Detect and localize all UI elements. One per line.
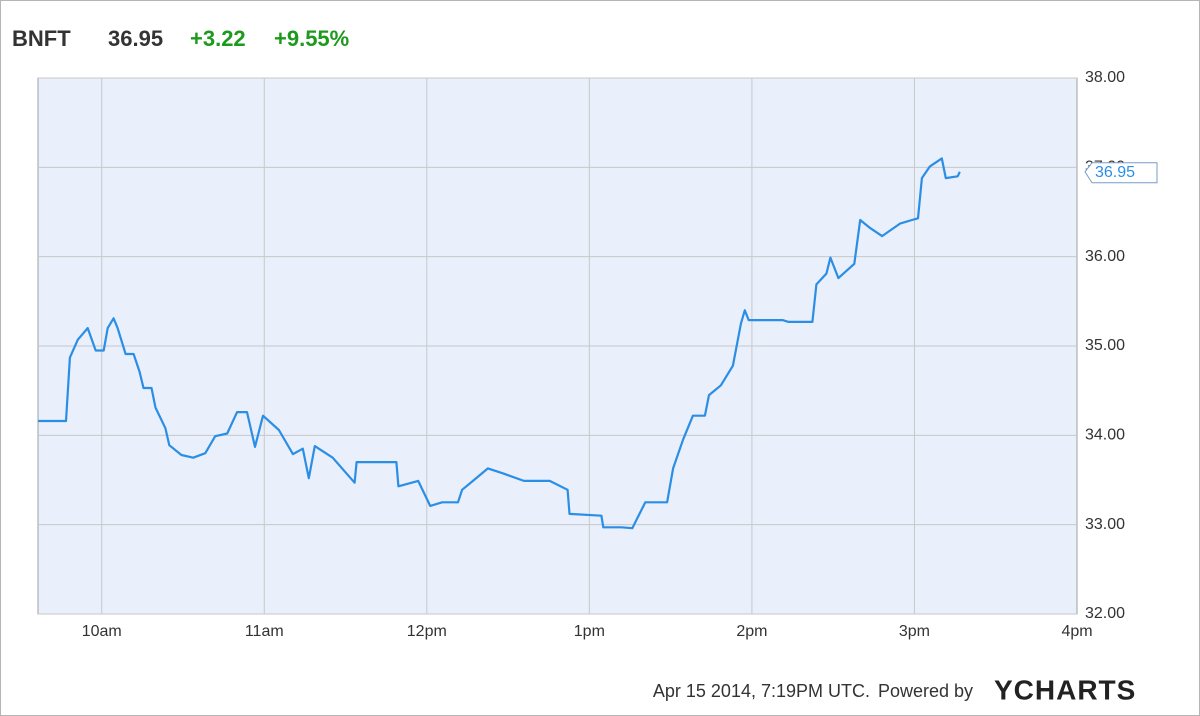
y-tick-label: 38.00 xyxy=(1085,69,1125,86)
y-tick-label: 32.00 xyxy=(1085,605,1125,622)
ticker: BNFT xyxy=(12,26,71,51)
price: 36.95 xyxy=(108,26,163,51)
y-tick-label: 36.00 xyxy=(1085,248,1125,265)
x-tick-label: 4pm xyxy=(1061,623,1092,640)
brand-logo: YCHARTS xyxy=(994,674,1136,705)
x-tick-label: 2pm xyxy=(736,623,767,640)
x-tick-label: 1pm xyxy=(574,623,605,640)
y-tick-label: 34.00 xyxy=(1085,427,1125,444)
change-percent: +9.55% xyxy=(274,26,349,51)
x-tick-label: 12pm xyxy=(407,623,447,640)
timestamp: Apr 15 2014, 7:19PM UTC. xyxy=(653,681,870,701)
powered-by: Powered by xyxy=(878,681,973,701)
price-line xyxy=(38,157,961,530)
x-tick-label: 11am xyxy=(245,623,284,640)
y-tick-label: 33.00 xyxy=(1085,516,1125,533)
y-tick-label: 35.00 xyxy=(1085,337,1125,354)
x-tick-label: 10am xyxy=(82,623,122,640)
change: +3.22 xyxy=(190,26,246,51)
x-tick-label: 3pm xyxy=(899,623,930,640)
last-price-label: 36.95 xyxy=(1095,164,1135,181)
last-price-marker xyxy=(1084,162,1158,184)
